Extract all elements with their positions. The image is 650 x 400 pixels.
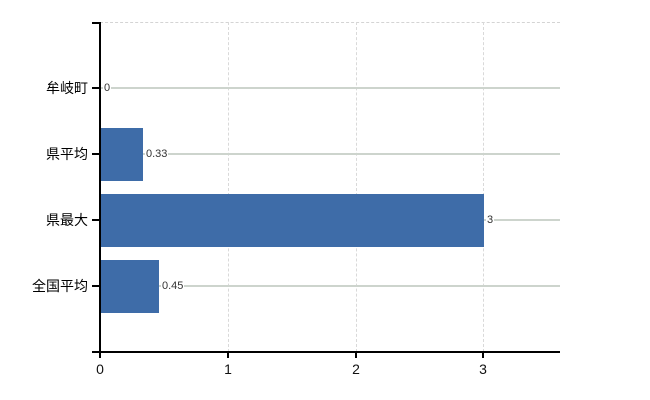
vertical-gridline <box>228 22 229 352</box>
horizontal-gridline <box>101 153 560 155</box>
value-label-0: 0 <box>103 81 112 95</box>
x-axis-tick <box>355 353 357 358</box>
y-axis-top-tick <box>92 22 99 24</box>
bar-2 <box>101 194 484 247</box>
value-label-1: 0.33 <box>145 147 169 161</box>
category-label-3: 全国平均 <box>32 278 88 294</box>
y-axis <box>99 22 101 358</box>
category-tick <box>92 153 99 155</box>
plot-top-border <box>100 22 560 23</box>
category-tick <box>92 285 99 287</box>
x-tick-label-2: 2 <box>352 361 360 377</box>
bar-3 <box>101 260 159 313</box>
value-label-2: 3 <box>486 213 495 227</box>
x-tick-label-0: 0 <box>96 361 104 377</box>
category-tick <box>92 87 99 89</box>
value-label-3: 0.45 <box>161 279 185 293</box>
horizontal-gridline <box>101 87 560 89</box>
x-axis <box>92 351 560 353</box>
x-tick-label-1: 1 <box>224 361 232 377</box>
bar-1 <box>101 128 143 181</box>
vertical-gridline <box>483 22 484 352</box>
x-axis-tick <box>99 353 101 358</box>
category-label-0: 牟岐町 <box>46 80 88 96</box>
category-tick <box>92 219 99 221</box>
horizontal-gridline <box>101 285 560 287</box>
category-label-1: 県平均 <box>46 146 88 162</box>
category-label-2: 県最大 <box>46 212 88 228</box>
x-tick-label-3: 3 <box>479 361 487 377</box>
vertical-gridline <box>356 22 357 352</box>
x-axis-tick <box>227 353 229 358</box>
x-axis-tick <box>482 353 484 358</box>
